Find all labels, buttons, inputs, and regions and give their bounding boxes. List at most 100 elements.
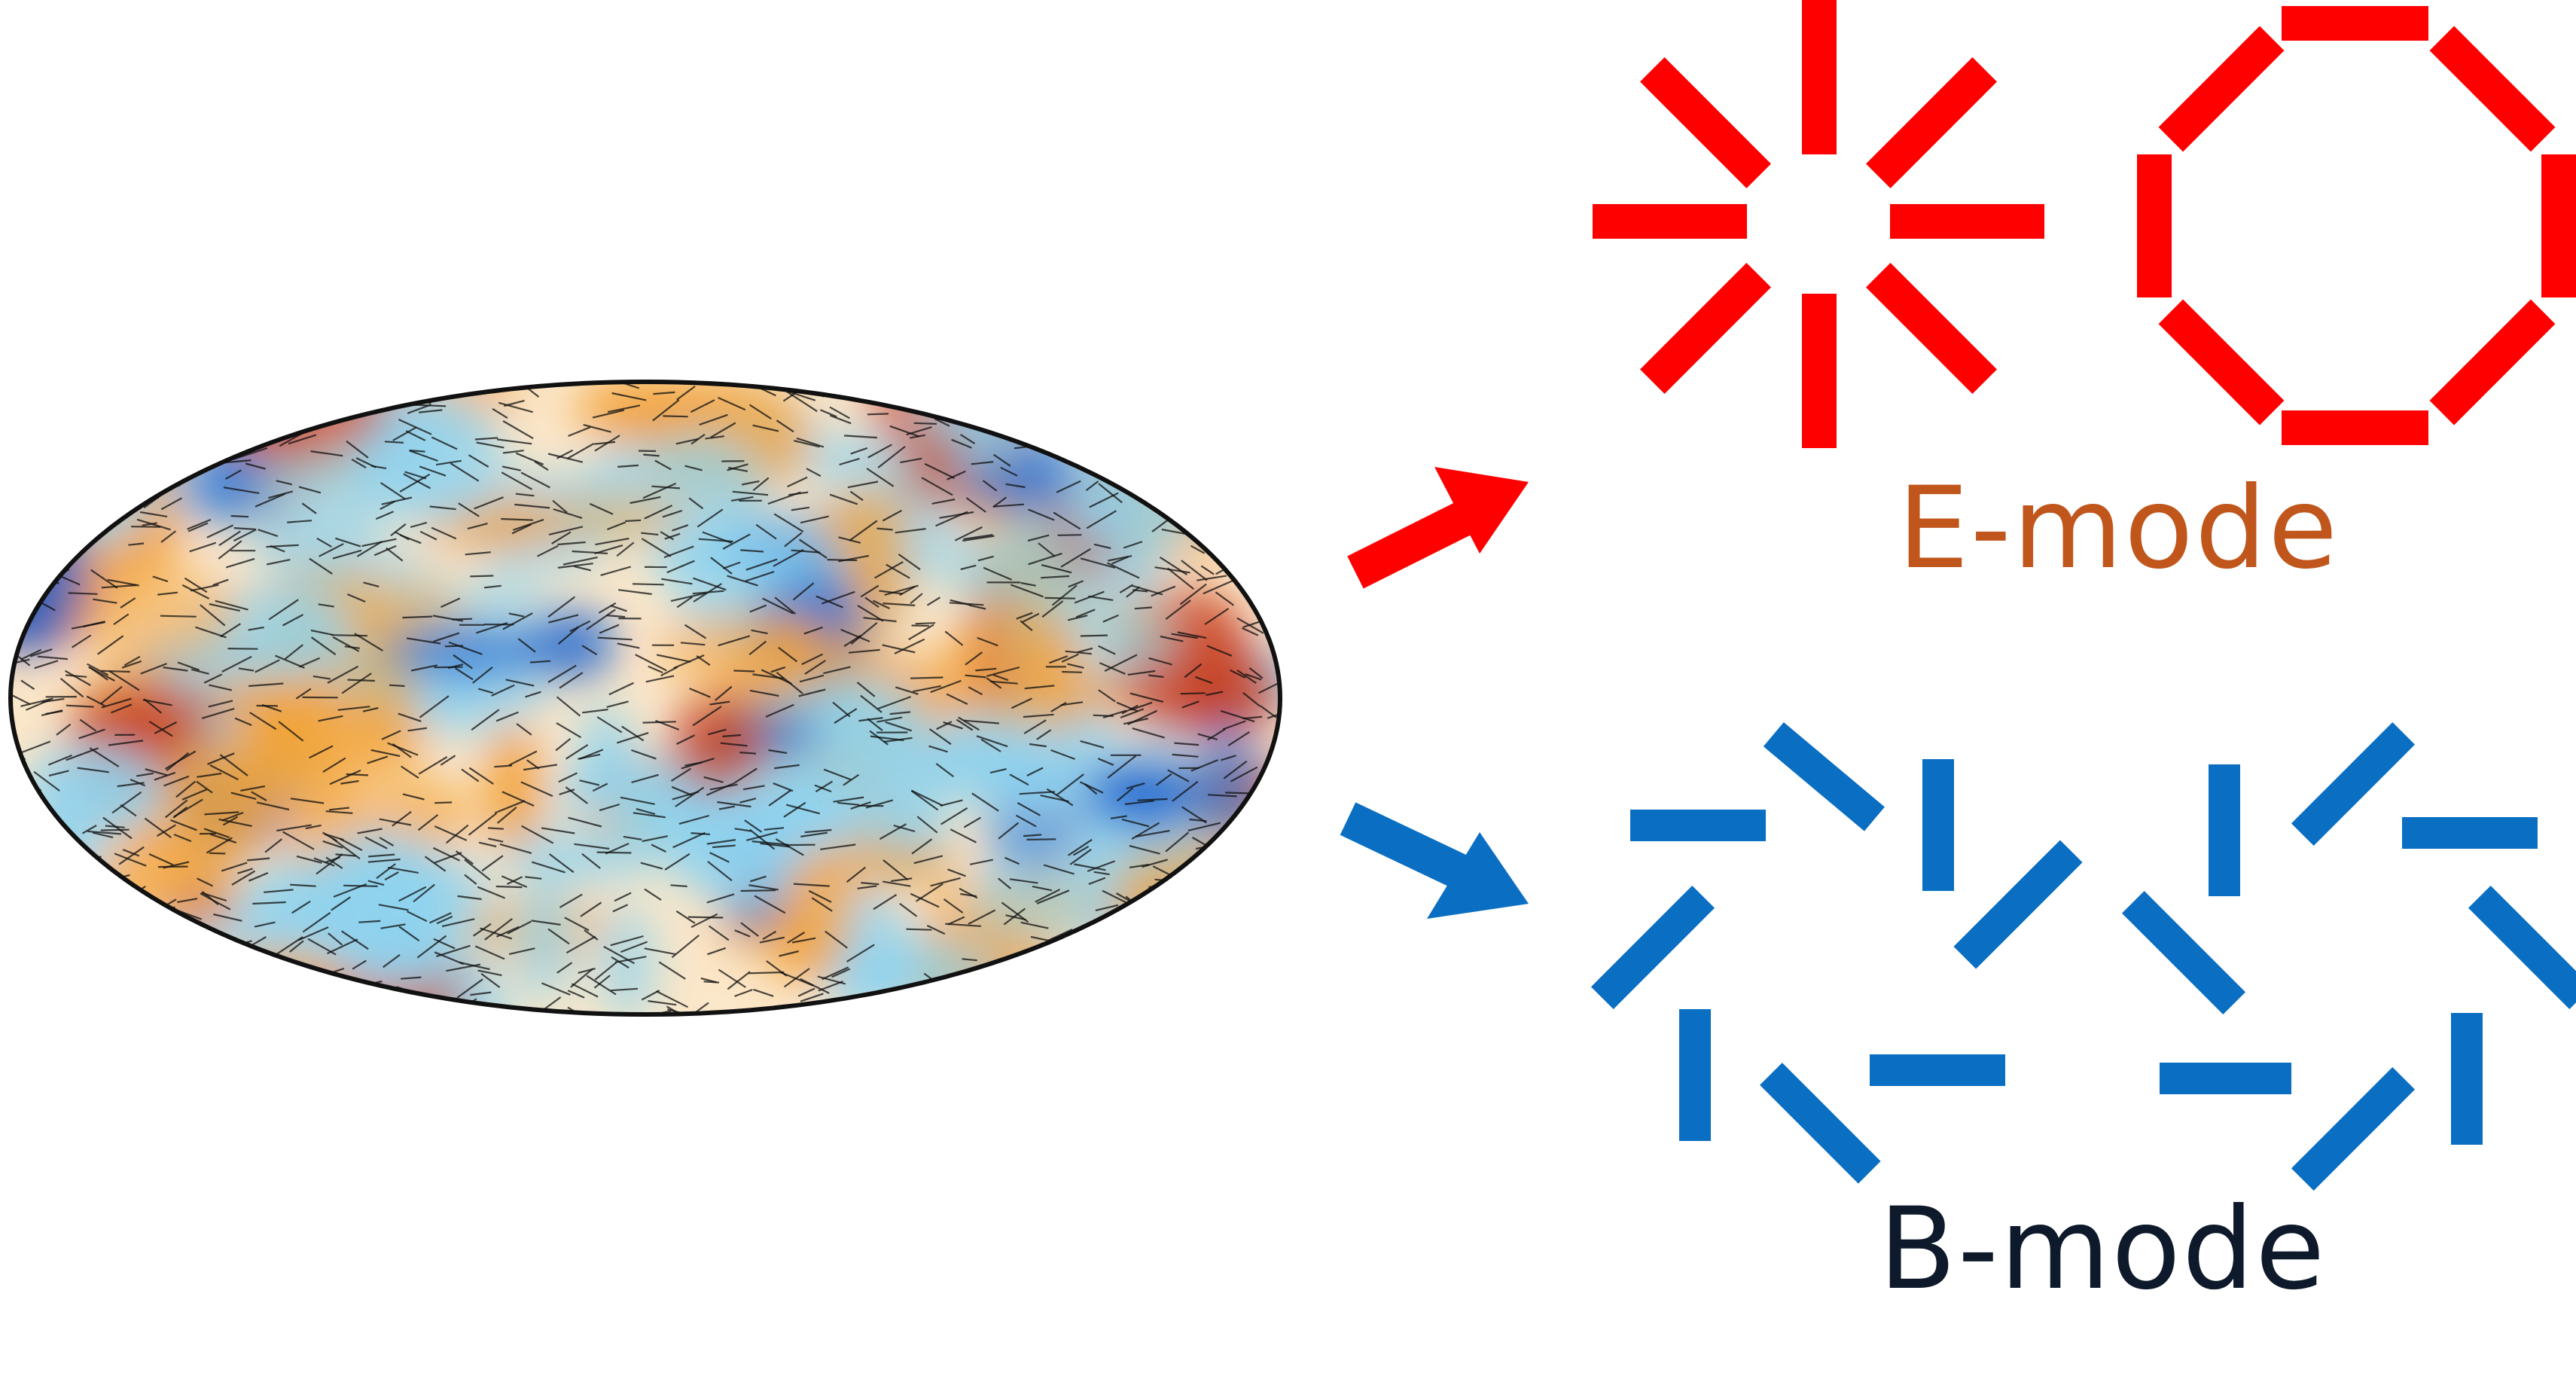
b-mode-label: B-mode (1879, 1184, 2326, 1315)
polarization-tick (874, 561, 904, 579)
polarization-tick (1201, 917, 1227, 925)
polarization-tick (322, 757, 346, 773)
polarization-tick (1004, 856, 1020, 865)
polarization-tick (222, 996, 243, 1002)
temperature-blob (108, 679, 217, 761)
polarization-tick (745, 558, 778, 571)
polarization-tick (690, 913, 718, 929)
polarization-tick (852, 1010, 870, 1014)
polarization-tick (557, 541, 586, 546)
polarization-tick (120, 597, 136, 609)
polarization-tick (491, 684, 515, 697)
polarization-tick (808, 889, 832, 903)
polarization-tick (173, 437, 194, 444)
temperature-blob (62, 901, 117, 980)
polarization-tick (312, 675, 331, 680)
polarization-tick (319, 1002, 334, 1012)
polarization-tick (1121, 819, 1150, 828)
polarization-tick (1181, 700, 1200, 709)
polarization-tick (935, 763, 954, 778)
polarization-tick (890, 877, 913, 883)
temperature-blob (845, 480, 908, 603)
polarization-tick (675, 786, 705, 807)
polarization-tick (131, 382, 152, 392)
polarization-tick (203, 938, 224, 951)
polarization-tick (569, 620, 591, 633)
polarization-tick (30, 449, 47, 455)
polarization-tick (243, 396, 267, 401)
polarization-tick (115, 972, 133, 986)
polarization-tick (356, 540, 383, 557)
polarization-tick (740, 922, 759, 937)
polarization-tick (1043, 864, 1075, 875)
polarization-tick (608, 682, 634, 696)
polarization-tick (815, 595, 843, 609)
polarization-tick (1102, 889, 1129, 904)
polarization-tick (332, 549, 362, 560)
polarization-tick (688, 497, 704, 510)
polarization-tick (977, 398, 1013, 402)
temperature-blob (186, 442, 266, 525)
polarization-tick (1005, 914, 1026, 921)
polarization-tick (327, 665, 359, 684)
polarization-tick (610, 605, 627, 612)
polarization-tick (614, 956, 647, 963)
polarization-tick (597, 636, 633, 641)
polarization-tick (309, 745, 334, 759)
polarization-tick (1041, 575, 1069, 579)
temperature-blob (69, 874, 153, 1009)
temperature-blob (1176, 920, 1280, 1014)
polarization-tick (47, 541, 82, 552)
polarization-tick (429, 912, 452, 924)
polarization-tick (99, 382, 125, 394)
polarization-tick (1216, 532, 1233, 536)
polarization-tick (596, 716, 623, 734)
polarization-tick (1074, 863, 1106, 871)
polarization-tick (278, 413, 303, 416)
polarization-tick (222, 816, 239, 826)
polarization-tick (512, 518, 544, 531)
polarization-tick (889, 711, 911, 715)
polarization-tick (794, 440, 820, 448)
polarization-tick (86, 387, 105, 395)
polarization-tick (453, 654, 473, 670)
polarization-tick (549, 853, 575, 874)
polarization-tick (90, 569, 118, 589)
polarization-tick (1031, 954, 1056, 962)
polarization-tick (791, 506, 810, 511)
polarization-tick (534, 460, 549, 471)
polarization-tick (231, 870, 256, 886)
polarization-tick (41, 709, 63, 716)
polarization-tick (1116, 787, 1134, 802)
polarization-tick (516, 723, 532, 736)
polarization-tick (209, 764, 239, 781)
polarization-tick (883, 859, 909, 881)
polarization-tick (943, 721, 963, 730)
polarization-tick (1225, 792, 1261, 795)
polarization-tick (355, 993, 372, 999)
temperature-blob (1065, 416, 1200, 561)
polarization-tick (209, 852, 226, 855)
polarization-tick (517, 638, 536, 653)
polarization-tick (525, 691, 541, 698)
polarization-tick (1208, 412, 1224, 422)
temperature-blob (940, 529, 1092, 613)
polarization-tick (152, 575, 169, 583)
polarization-tick (178, 445, 194, 453)
polarization-tick (89, 667, 108, 681)
polarization-tick (449, 1004, 468, 1009)
polarization-tick (1132, 728, 1166, 739)
polarization-tick (833, 796, 864, 803)
polarization-tick (1069, 986, 1085, 996)
polarization-tick (850, 447, 868, 455)
polarization-tick (329, 807, 349, 811)
polarization-tick (843, 773, 860, 786)
polarization-tick (236, 394, 265, 415)
polarization-tick (692, 706, 722, 727)
polarization-tick (515, 493, 535, 497)
polarization-tick (72, 634, 92, 648)
temperature-blob (608, 382, 734, 434)
polarization-tick (481, 855, 504, 872)
polarization-tick (672, 524, 689, 532)
polarization-tick (508, 947, 535, 955)
